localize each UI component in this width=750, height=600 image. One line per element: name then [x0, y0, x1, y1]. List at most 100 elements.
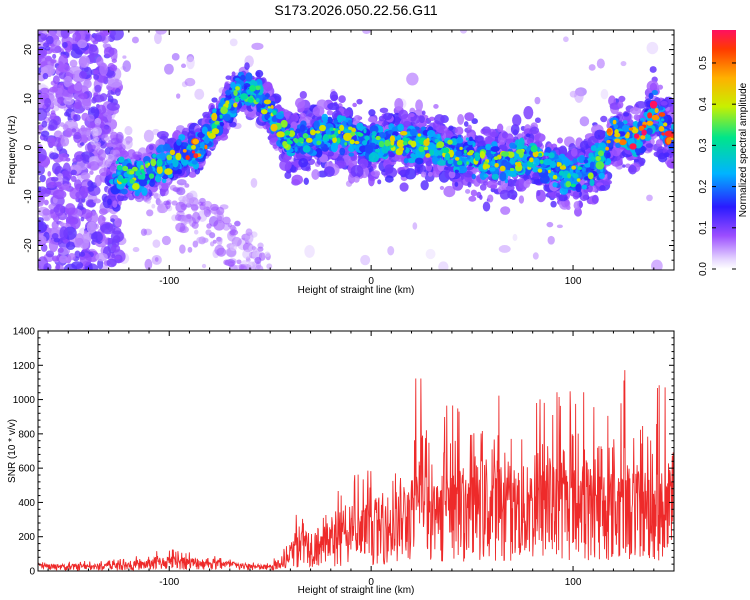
spectral-blob — [100, 223, 116, 235]
spectral-blob — [171, 52, 180, 61]
spectral-blob — [559, 186, 569, 195]
spectral-blob — [496, 123, 504, 133]
spectral-blob — [225, 75, 232, 80]
spectral-blob — [161, 177, 167, 184]
spectral-blob — [245, 72, 253, 82]
spectral-blob — [427, 171, 433, 177]
spectral-blob — [169, 184, 177, 191]
spectral-blob — [59, 152, 69, 162]
spectral-blob — [509, 142, 516, 149]
spectral-blob — [55, 263, 61, 270]
spectral-blob — [89, 170, 94, 175]
spectral-blob — [49, 112, 57, 121]
spectral-blob — [80, 134, 88, 144]
spectral-blob — [219, 121, 225, 127]
spectral-blob — [39, 87, 50, 95]
spectral-blob — [579, 116, 590, 127]
spectral-blob — [361, 140, 368, 146]
spectral-blob — [140, 228, 148, 236]
spectral-blob — [649, 66, 657, 73]
spectral-blob — [132, 151, 143, 158]
spectral-blob — [578, 201, 584, 208]
spectral-blob — [550, 200, 557, 208]
spectral-blob — [86, 135, 92, 141]
spectral-blob — [112, 200, 118, 208]
spectral-blob — [71, 128, 77, 133]
spectral-blob — [671, 123, 674, 130]
spectral-blob — [294, 146, 298, 153]
spectral-blob — [414, 157, 424, 165]
spectral-blob — [159, 152, 166, 161]
spectral-blob — [370, 171, 376, 176]
spectral-blob — [212, 108, 217, 114]
spectral-blob — [505, 133, 514, 144]
spectral-blob — [459, 30, 468, 34]
spectral-blob — [43, 262, 52, 270]
spectral-blob — [95, 30, 100, 33]
spectral-blob — [86, 221, 97, 234]
spectral-blob — [408, 112, 415, 118]
spectral-blob — [198, 201, 203, 206]
spectral-blob — [234, 220, 241, 227]
spectral-blob — [483, 174, 489, 178]
spectral-blob — [222, 128, 230, 135]
spectral-blob — [234, 77, 240, 82]
spectral-blob — [410, 153, 416, 159]
spectral-blob — [38, 148, 47, 162]
spectral-blob — [454, 126, 464, 136]
spectral-blob — [122, 55, 127, 59]
spectral-blob — [518, 137, 525, 148]
spectral-blob — [141, 187, 148, 196]
spectral-blob — [368, 175, 375, 187]
spectral-blob — [465, 189, 471, 194]
spectral-blob — [531, 166, 540, 173]
spectral-blob — [569, 90, 578, 98]
spectral-blob — [62, 41, 68, 48]
spectral-blob — [99, 62, 108, 77]
spectral-blob — [124, 125, 133, 136]
spectral-blob — [237, 102, 243, 109]
spectral-blob — [86, 114, 95, 122]
spectral-blob — [182, 142, 189, 147]
spectral-blob — [523, 106, 534, 120]
spectral-blob — [83, 79, 92, 89]
spectral-blob — [509, 157, 515, 164]
spectral-blob — [265, 283, 272, 289]
spectral-blob — [216, 237, 223, 246]
spectrogram-image — [38, 30, 674, 289]
spectral-blob — [657, 84, 664, 90]
spectral-blob — [176, 93, 181, 99]
spectral-blob — [512, 114, 522, 127]
spectral-blob — [532, 252, 539, 260]
spectral-blob — [251, 251, 259, 258]
spectral-blob — [598, 172, 605, 180]
spectral-blob — [618, 95, 626, 103]
spectral-blob — [666, 159, 674, 169]
spectral-blob — [564, 199, 570, 207]
spectral-blob — [298, 157, 309, 168]
spectral-blob — [384, 175, 394, 183]
spectral-blob — [79, 208, 93, 219]
spectral-blob — [84, 30, 91, 35]
spectral-blob — [570, 147, 578, 157]
spectral-blob — [86, 129, 91, 136]
spectral-blob — [74, 233, 84, 246]
spectral-blob — [70, 175, 77, 183]
spectral-blob — [93, 136, 100, 142]
spectral-blob — [434, 114, 445, 125]
spectral-blob — [79, 70, 88, 79]
spectral-blob — [171, 200, 178, 206]
spectral-blob — [302, 145, 311, 153]
spectral-blob — [372, 131, 377, 135]
spectral-blob — [43, 135, 48, 142]
spectral-blob — [161, 235, 171, 246]
spectral-blob — [38, 48, 47, 59]
spectral-blob — [589, 178, 595, 187]
spectral-blob — [216, 211, 224, 224]
spectral-blob — [363, 128, 367, 134]
spectral-blob — [258, 274, 267, 281]
spectral-blob — [38, 195, 44, 201]
spectral-blob — [229, 38, 238, 47]
spectral-blob — [201, 263, 207, 269]
